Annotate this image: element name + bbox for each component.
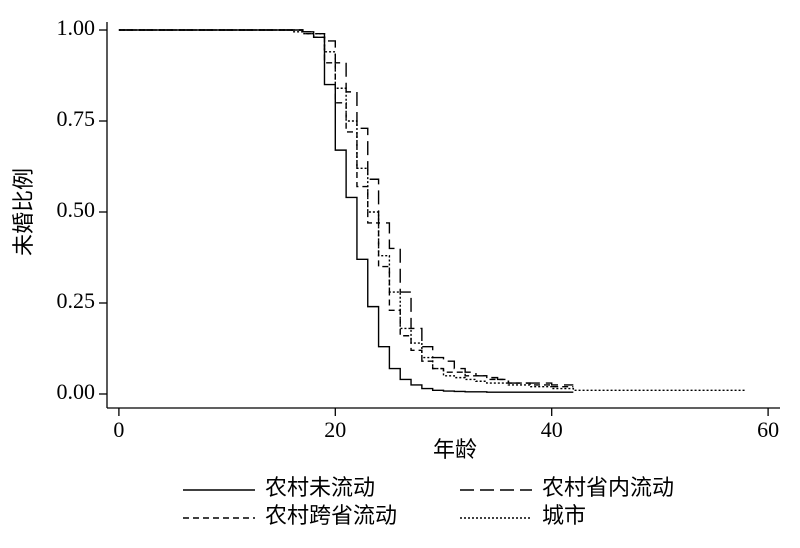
y-tick-label: 1.00 <box>57 15 96 40</box>
y-tick-label: 0.75 <box>57 106 96 131</box>
x-tick-label: 20 <box>324 417 346 442</box>
y-tick-label: 0.00 <box>57 379 96 404</box>
legend-label: 城市 <box>542 503 586 528</box>
survival-curve <box>118 29 574 386</box>
y-tick-label: 0.25 <box>57 288 96 313</box>
survival-curve <box>118 29 574 393</box>
y-axis-title: 未婚比例 <box>11 168 36 256</box>
y-tick-label: 0.50 <box>57 197 96 222</box>
legend-label: 农村跨省流动 <box>265 503 397 528</box>
legend-label: 农村未流动 <box>265 475 375 500</box>
x-tick-label: 40 <box>541 417 563 442</box>
x-axis-title: 年龄 <box>433 437 477 462</box>
legend-label: 农村省内流动 <box>542 475 674 500</box>
survival-curve <box>118 29 747 392</box>
x-tick-label: 60 <box>757 417 779 442</box>
x-tick-label: 0 <box>113 417 124 442</box>
